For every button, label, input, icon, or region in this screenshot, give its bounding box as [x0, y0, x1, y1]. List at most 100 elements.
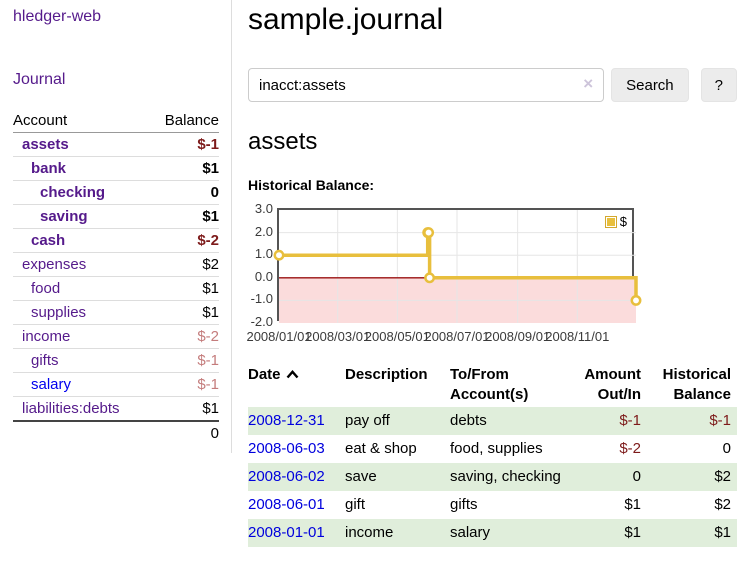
chart-plot-area: $ [273, 208, 642, 323]
series-swatch-icon [604, 215, 617, 228]
y-axis-tick-label: 3.0 [254, 201, 273, 216]
account-link-supplies[interactable]: supplies [31, 304, 87, 321]
x-axis-tick-label: 2008/09/01 [485, 329, 551, 344]
clear-search-icon[interactable]: × [583, 74, 594, 93]
transaction-amount: $1 [624, 524, 641, 541]
transaction-accounts: salary [450, 524, 491, 541]
account-link-assets[interactable]: assets [22, 136, 69, 153]
search-button[interactable]: Search [611, 68, 689, 102]
transaction-date-link[interactable]: 2008-12-31 [248, 412, 325, 429]
account-heading: assets [248, 128, 318, 155]
account-link-liabilities-debts[interactable]: liabilities:debts [22, 400, 120, 417]
chart-legend: $ [602, 213, 629, 230]
account-balance: $-1 [149, 372, 219, 397]
account-row: checking 0 [13, 180, 219, 205]
account-link-income[interactable]: income [22, 328, 71, 345]
balance-column-header: Balance [149, 109, 219, 133]
account-row: food $1 [13, 276, 219, 301]
transaction-accounts: gifts [450, 496, 478, 513]
register-row: 2008-12-31 pay off debts $-1 $-1 [248, 407, 737, 435]
account-balance: $1 [149, 300, 219, 325]
register-table: Date Description To/From Account(s) Amount … [248, 363, 737, 547]
transaction-description: save [345, 468, 377, 485]
column-header-amount-out-in: Amount Out/In [584, 366, 641, 403]
account-link-food[interactable]: food [31, 280, 61, 297]
column-header-historical-balance: Historical Balance [662, 366, 731, 403]
account-link-salary[interactable]: salary [31, 376, 72, 393]
brand-link[interactable]: hledger-web [13, 8, 102, 25]
transaction-accounts: food, supplies [450, 440, 543, 457]
y-axis-tick-label: -2.0 [250, 314, 273, 329]
help-button[interactable]: ? [700, 68, 737, 102]
y-axis-tick-label: -1.0 [250, 291, 273, 307]
transaction-amount: $-1 [619, 412, 641, 429]
transaction-amount: $-2 [619, 440, 641, 457]
transaction-balance: $2 [714, 496, 731, 513]
page-title: sample.journal [248, 3, 444, 36]
column-header-to-from-account-s-: To/From Account(s) [450, 366, 529, 403]
transaction-accounts: saving, checking [450, 468, 561, 485]
transaction-date-link[interactable]: 2008-06-01 [248, 496, 325, 513]
transaction-date-link[interactable]: 2008-06-02 [248, 468, 325, 485]
y-axis-tick-label: 2.0 [254, 223, 273, 239]
search-input[interactable] [248, 68, 605, 102]
transaction-amount: 0 [632, 468, 641, 485]
transaction-balance: $2 [714, 468, 731, 485]
account-link-cash[interactable]: cash [31, 232, 66, 249]
transaction-balance: $1 [714, 524, 731, 541]
search-bar: × Search ? [248, 68, 737, 102]
chart-canvas [273, 210, 642, 323]
main-content: sample.journal × Search ? assets Histori… [232, 0, 742, 547]
register-row: 2008-06-03 eat & shop food, supplies $-2 0 [248, 435, 737, 463]
y-axis-tick-label: 1.0 [254, 246, 273, 262]
historical-balance-chart: $ 3.0 2.0 1.0 0.0 -1.0 -2.0 2008/01/01 2008/03/… [246, 201, 737, 350]
account-link-bank[interactable]: bank [31, 160, 67, 177]
x-axis-tick-label: 2008/11/01 [545, 329, 610, 344]
account-tree-table: Account Balance assets $-1 bank $1 checking 0… [13, 109, 219, 445]
account-balance: $1 [149, 276, 219, 301]
account-row: saving $1 [13, 204, 219, 229]
transaction-balance: 0 [722, 440, 731, 457]
account-row: expenses $2 [13, 252, 219, 277]
account-column-header: Account [13, 109, 150, 133]
transaction-amount: $1 [624, 496, 641, 513]
transaction-description: gift [345, 496, 366, 513]
account-link-saving[interactable]: saving [40, 208, 88, 225]
x-axis-tick-label: 2008/03/01 [305, 329, 371, 344]
account-row: liabilities:debts $1 [13, 396, 219, 421]
account-balance: $-2 [149, 228, 219, 253]
register-row: 2008-01-01 income salary $1 $1 [248, 519, 737, 547]
page: hledger-web Journal Account Balance asse… [13, 0, 742, 547]
column-header-description: Description [345, 366, 428, 383]
legend-label: $ [619, 214, 627, 229]
chart-title: Historical Balance: [248, 177, 375, 193]
register-row: 2008-06-02 save saving, checking 0 $2 [248, 463, 737, 491]
transaction-date-link[interactable]: 2008-06-03 [248, 440, 325, 457]
account-balance: $1 [149, 204, 219, 229]
account-balance: $-1 [149, 348, 219, 373]
x-axis-tick-label: 2008/05/01 [364, 329, 430, 344]
account-balance: $-2 [149, 324, 219, 349]
transaction-description: income [345, 524, 394, 541]
account-row: cash $-2 [13, 228, 219, 253]
account-row: assets $-1 [13, 133, 219, 157]
account-row: supplies $1 [13, 300, 219, 325]
transaction-accounts: debts [450, 412, 487, 429]
transaction-description: eat & shop [345, 440, 417, 457]
register-row: 2008-06-01 gift gifts $1 $2 [248, 491, 737, 519]
account-balance: $-1 [197, 136, 219, 153]
account-row: salary $-1 [13, 372, 219, 397]
account-balance: $1 [149, 156, 219, 181]
accounts-total: 0 [149, 420, 219, 445]
account-row: income $-2 [13, 324, 219, 349]
column-header-date[interactable]: Date [248, 363, 345, 407]
account-link-expenses[interactable]: expenses [22, 256, 87, 273]
sidebar-item-journal[interactable]: Journal [13, 71, 66, 88]
sort-ascending-icon [286, 365, 299, 385]
transaction-description: pay off [345, 412, 390, 429]
account-link-gifts[interactable]: gifts [31, 352, 59, 369]
account-link-checking[interactable]: checking [40, 184, 106, 201]
accounts-total-row: 0 [13, 420, 219, 445]
transaction-date-link[interactable]: 2008-01-01 [248, 524, 325, 541]
transaction-balance: $-1 [709, 412, 731, 429]
